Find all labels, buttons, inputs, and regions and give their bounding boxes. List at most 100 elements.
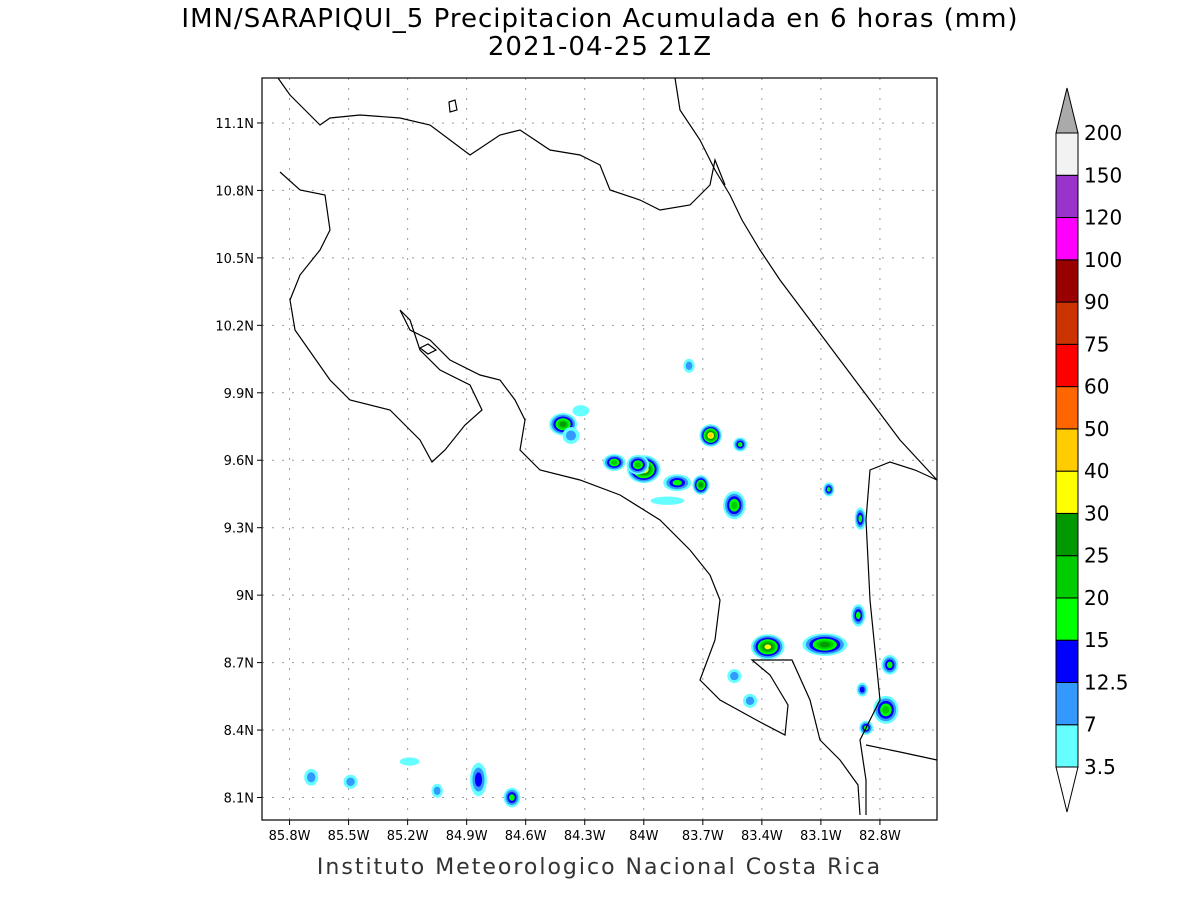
northern-border <box>277 77 726 211</box>
colorbar-label: 50 <box>1084 417 1109 441</box>
precip-contour-15 <box>855 611 861 620</box>
colorbar-label: 25 <box>1084 544 1109 568</box>
precip-contour-25 <box>819 642 830 648</box>
colorbar-swatch <box>1055 132 1079 176</box>
precip-contour-7 <box>745 696 755 706</box>
precip-contour-25 <box>559 421 567 427</box>
plot-frame <box>261 77 938 821</box>
colorbar-swatch <box>1055 428 1079 472</box>
x-tick-label: 85.5W <box>328 829 370 844</box>
colorbar-over-arrow <box>1055 87 1079 134</box>
precip-contour-15 <box>858 514 863 523</box>
x-tick-label: 83.4W <box>741 829 783 844</box>
precip-contour-40 <box>708 433 713 438</box>
precip-contour-7 <box>346 777 355 786</box>
x-tick-label: 83.1W <box>800 829 842 844</box>
colorbar-swatch <box>1055 259 1079 303</box>
precip-contour-25 <box>698 482 703 488</box>
colorbar-label: 100 <box>1084 248 1122 272</box>
precip-contour-30 <box>764 644 772 650</box>
colorbar-label: 15 <box>1084 628 1109 652</box>
y-tick-label: 10.5N <box>215 252 254 267</box>
x-tick-label: 84.3W <box>564 829 606 844</box>
colorbar-swatch <box>1055 681 1079 726</box>
map-title: IMN/SARAPIQUI_5 Precipitacion Acumulada … <box>181 4 1019 34</box>
colorbar-under-arrow <box>1055 766 1079 813</box>
y-tick-label: 8.7N <box>224 657 254 672</box>
precip-contour-7 <box>306 772 316 783</box>
y-tick-label: 8.4N <box>224 724 254 739</box>
map-subtitle: 2021-04-25 21Z <box>487 32 713 62</box>
footer-credit: Instituto Meteorologico Nacional Costa R… <box>316 855 883 880</box>
precip-contour-3.5 <box>650 496 685 505</box>
colorbar-label: 75 <box>1084 332 1109 356</box>
colorbar-swatch <box>1055 217 1079 261</box>
precip-contour-7 <box>685 361 693 371</box>
colorbar-label: 60 <box>1084 375 1109 399</box>
x-tick-label: 82.8W <box>859 829 901 844</box>
panama-border <box>859 461 938 815</box>
colorbar-label: 90 <box>1084 290 1109 314</box>
colorbar-label: 150 <box>1084 163 1122 187</box>
colorbar-label: 3.5 <box>1084 755 1116 779</box>
y-tick-label: 8.1N <box>224 792 254 807</box>
colorbar-label: 200 <box>1084 121 1122 145</box>
colorbar-label: 40 <box>1084 459 1109 483</box>
precip-contour-3.5 <box>399 757 420 766</box>
colorbar-swatch <box>1055 174 1079 219</box>
lake-island <box>418 343 438 355</box>
precip-contour-20 <box>611 460 618 465</box>
y-tick-label: 9N <box>236 589 254 604</box>
x-tick-label: 85.2W <box>387 829 429 844</box>
colorbar-label: 120 <box>1084 206 1122 230</box>
precip-contour-7 <box>565 430 577 441</box>
precip-contour-20 <box>882 706 890 714</box>
precip-contour-15 <box>509 794 515 801</box>
colorbar-swatch <box>1055 597 1079 641</box>
colorbar-swatch <box>1055 470 1079 514</box>
y-tick-label: 10.2N <box>215 319 254 334</box>
colorbar-swatch <box>1055 301 1079 345</box>
panama-pacific-coast <box>865 744 938 761</box>
precip-contour-15 <box>737 442 743 447</box>
precip-contour-20 <box>634 462 641 468</box>
x-tick-label: 84W <box>629 829 659 844</box>
caribbean-coast <box>674 77 938 481</box>
precip-contour-3.5 <box>572 405 590 417</box>
colorbar-swatch <box>1055 512 1079 557</box>
precip-contour-12.5 <box>474 772 483 787</box>
colorbar-swatch <box>1055 343 1079 388</box>
x-tick-label: 85.8W <box>269 829 311 844</box>
colorbar-swatch <box>1055 724 1079 768</box>
islet <box>448 99 458 113</box>
colorbar-label: 12.5 <box>1084 670 1129 694</box>
colorbar-label: 30 <box>1084 501 1109 525</box>
precip-contour-12.5 <box>859 686 865 693</box>
x-tick-label: 84.9W <box>446 829 488 844</box>
coastlines <box>277 77 938 816</box>
x-tick-label: 84.6W <box>505 829 547 844</box>
y-tick-label: 10.8N <box>215 184 254 199</box>
y-tick-label: 9.3N <box>224 522 254 537</box>
precip-contour-20 <box>731 501 738 510</box>
precip-contour-7 <box>730 671 739 681</box>
grid-lines <box>262 78 937 820</box>
pacific-coast <box>279 171 861 816</box>
y-tick-label: 9.6N <box>224 454 254 469</box>
precip-contour-7 <box>433 786 441 795</box>
precip-contour-15 <box>826 487 831 492</box>
precip-contour-15 <box>886 661 893 669</box>
x-axis: 85.8W 85.5W 85.2W 84.9W 84.6W 84.3W 84W 83.7W 83… <box>269 820 901 844</box>
precip-contour-15 <box>672 479 682 486</box>
precip-cells <box>304 358 899 808</box>
y-tick-label: 11.1N <box>215 117 254 132</box>
y-axis: 11.1N 10.8N 10.5N 10.2N 9.9N 9.6N 9.3N 9N 8.7N 8.… <box>215 117 262 807</box>
colorbar-swatch <box>1055 639 1079 683</box>
colorbar: 3.5 7 12.5 15 20 25 30 40 50 60 75 90 100 120 150 200 <box>1055 87 1129 813</box>
colorbar-swatch <box>1055 555 1079 599</box>
colorbar-label: 7 <box>1084 713 1097 737</box>
colorbar-swatch <box>1055 386 1079 430</box>
colorbar-label: 20 <box>1084 586 1109 610</box>
x-tick-label: 83.7W <box>682 829 724 844</box>
